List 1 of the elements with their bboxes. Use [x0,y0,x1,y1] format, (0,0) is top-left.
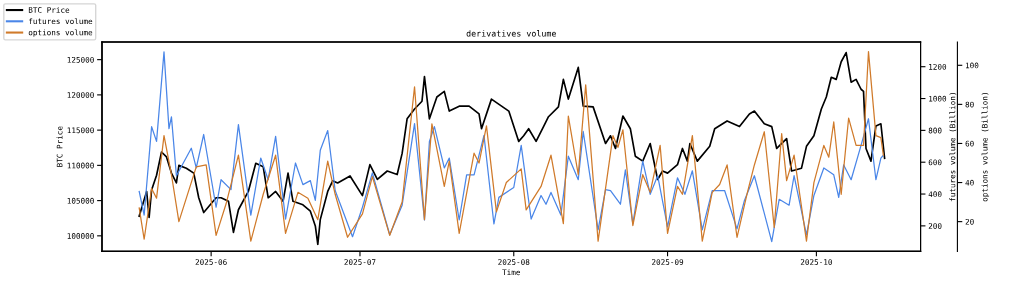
chart-title: derivatives volume [466,30,556,37]
